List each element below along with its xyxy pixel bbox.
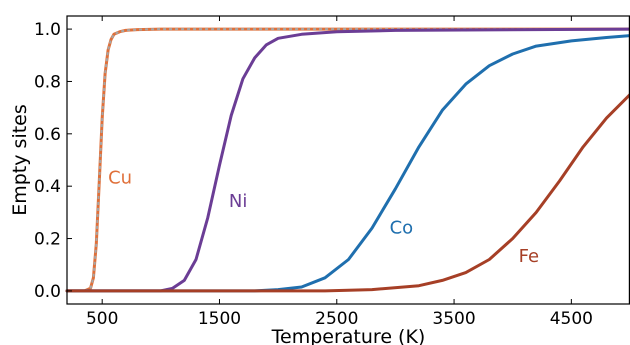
series-line-cu-dashed-overlay <box>67 28 630 292</box>
series-line-co <box>65 34 630 293</box>
y-axis: 0.0 0.2 0.4 0.6 0.8 1.0 <box>34 20 72 302</box>
x-tick-label: 4500 <box>550 309 593 329</box>
y-tick-label: 1.0 <box>34 20 61 40</box>
x-axis-label: Temperature (K) <box>271 326 426 345</box>
y-tick-label: 0.6 <box>34 125 61 145</box>
series-labels: Cu Ni Co Fe <box>108 168 539 268</box>
x-axis: 500 1500 2500 3500 4500 <box>86 16 593 329</box>
series-line-ni <box>65 27 630 293</box>
series-label-ni: Ni <box>229 191 247 212</box>
x-tick-label: 2500 <box>315 309 358 329</box>
series-lines <box>65 27 630 293</box>
y-tick-label: 0.0 <box>34 282 61 302</box>
series-line-cu <box>65 27 630 293</box>
plot-frame <box>66 15 630 305</box>
series-label-fe: Fe <box>519 246 539 267</box>
y-axis-label: Empty sites <box>9 104 31 216</box>
x-tick-label: 3500 <box>432 309 475 329</box>
x-tick-label: 500 <box>86 309 118 329</box>
y-tick-label: 0.2 <box>34 230 61 250</box>
x-tick-label: 1500 <box>198 309 241 329</box>
y-tick-label: 0.4 <box>34 177 61 197</box>
series-line-fe <box>65 93 630 293</box>
series-label-co: Co <box>390 217 414 238</box>
series-label-cu: Cu <box>108 168 132 189</box>
y-tick-label: 0.8 <box>34 72 61 92</box>
